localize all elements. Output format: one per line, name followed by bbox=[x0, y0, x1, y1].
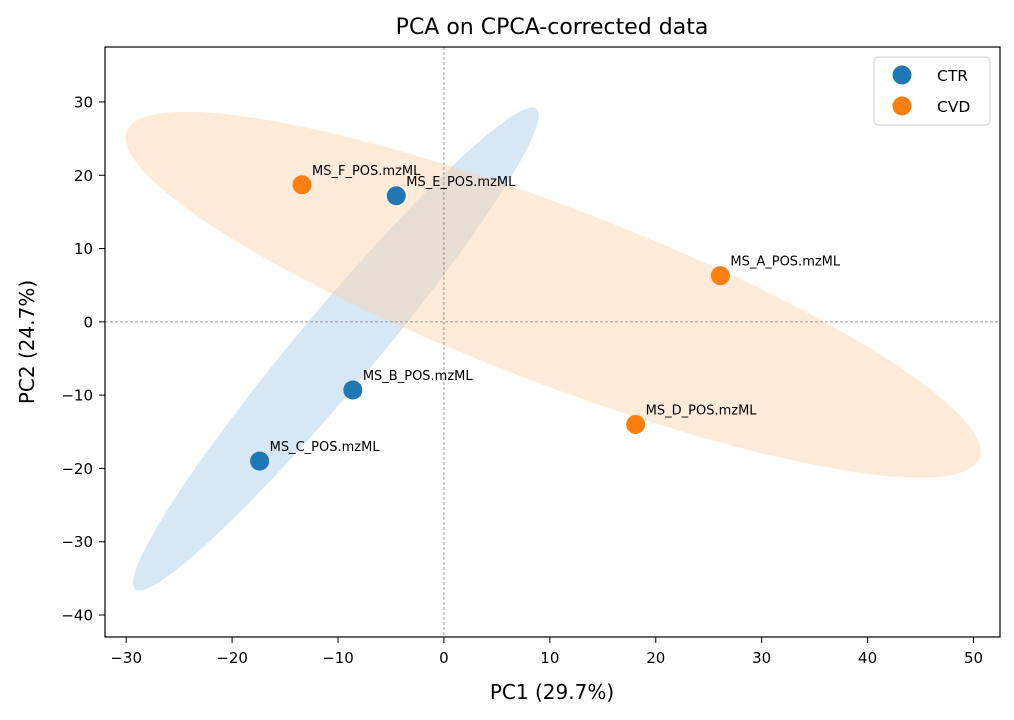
point-label: MS_E_POS.mzML bbox=[406, 175, 516, 190]
y-tick-label: 10 bbox=[74, 240, 93, 258]
x-tick-label: 50 bbox=[964, 649, 983, 667]
x-tick-label: 0 bbox=[439, 649, 449, 667]
data-point-ctr bbox=[250, 451, 270, 471]
confidence-ellipses bbox=[51, 37, 1014, 616]
data-point-cvd bbox=[292, 175, 312, 195]
chart-title: PCA on CPCA-corrected data bbox=[396, 15, 709, 40]
point-label: MS_D_POS.mzML bbox=[646, 403, 758, 418]
y-tick-label: −20 bbox=[61, 460, 93, 478]
legend-marker-cvd bbox=[892, 96, 912, 116]
legend-label-ctr: CTR bbox=[937, 67, 968, 85]
legend: CTR CVD bbox=[873, 56, 991, 126]
x-tick-label: 20 bbox=[646, 649, 665, 667]
x-tick-label: −10 bbox=[322, 649, 354, 667]
y-tick-label: 20 bbox=[74, 167, 93, 185]
legend-marker-ctr bbox=[892, 65, 912, 85]
y-tick-label: 0 bbox=[83, 313, 93, 331]
y-tick-label: −30 bbox=[61, 533, 93, 551]
point-label: MS_B_POS.mzML bbox=[363, 369, 474, 384]
x-tick-label: 30 bbox=[752, 649, 771, 667]
data-point-ctr bbox=[386, 186, 406, 206]
point-label: MS_F_POS.mzML bbox=[312, 164, 421, 179]
x-tick-label: 10 bbox=[540, 649, 559, 667]
legend-box bbox=[873, 56, 991, 126]
legend-label-cvd: CVD bbox=[937, 98, 970, 116]
y-tick-label: −10 bbox=[61, 387, 93, 405]
x-tick-label: −20 bbox=[216, 649, 248, 667]
data-point-cvd bbox=[626, 414, 646, 434]
ellipse-cvd bbox=[51, 37, 1014, 553]
y-tick-label: 30 bbox=[74, 93, 93, 111]
data-point-cvd bbox=[710, 266, 730, 286]
x-tick-label: 40 bbox=[858, 649, 877, 667]
plot-area: MS_E_POS.mzML MS_B_POS.mzML MS_C_POS.mzML M… bbox=[51, 37, 1014, 667]
x-axis-title: PC1 (29.7%) bbox=[490, 680, 614, 704]
point-label: MS_A_POS.mzML bbox=[730, 255, 841, 270]
point-label: MS_C_POS.mzML bbox=[270, 440, 381, 455]
y-tick-label: −40 bbox=[61, 607, 93, 625]
plot-frame bbox=[104, 46, 1001, 638]
data-point-ctr bbox=[343, 380, 363, 400]
y-axis-title: PC2 (24.7%) bbox=[15, 280, 39, 404]
x-tick-label: −30 bbox=[110, 649, 142, 667]
